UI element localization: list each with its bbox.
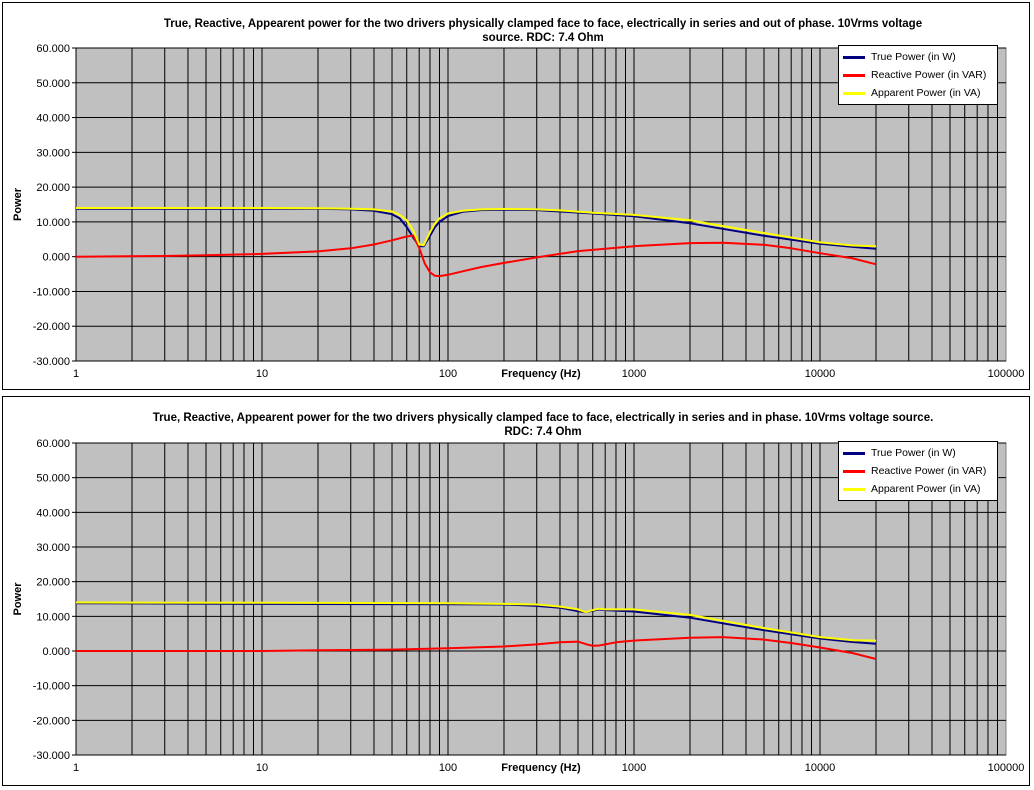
- chart-plot: -30.000 -20.000 -10.000 0.000 10.000 20.000 30…: [12, 438, 1025, 774]
- x-tick-label: 100000: [988, 368, 1025, 380]
- legend-label: Apparent Power (in VA): [871, 87, 981, 99]
- legend-item-true-power: True Power (in W): [843, 444, 993, 462]
- legend-item-reactive-power: Reactive Power (in VAR): [843, 66, 993, 84]
- y-tick-label: 60.000: [36, 43, 70, 55]
- true-power-line: [76, 207, 877, 250]
- y-tick-label: 0.000: [42, 646, 70, 658]
- chart-title-line-1: True, Reactive, Appearent power for the …: [152, 412, 934, 424]
- legend-item-reactive-power: Reactive Power (in VAR): [843, 462, 993, 480]
- legend-label: True Power (in W): [871, 447, 956, 459]
- x-tick-label: 1000: [622, 762, 646, 774]
- legend-label: Reactive Power (in VAR): [871, 465, 987, 477]
- y-tick-label: -30.000: [33, 750, 70, 762]
- x-axis-label: Frequency (Hz): [501, 762, 581, 774]
- legend-item-true-power: True Power (in W): [843, 48, 993, 66]
- y-tick-label: -20.000: [33, 321, 70, 333]
- chart-panel-out-of-phase: True, Reactive, Appearent power for the …: [2, 2, 1030, 390]
- legend-swatch-true: [843, 451, 865, 455]
- x-axis-label: Frequency (Hz): [501, 368, 581, 380]
- legend-label: True Power (in W): [871, 51, 956, 63]
- legend-item-apparent-power: Apparent Power (in VA): [843, 84, 993, 102]
- y-tick-label: -30.000: [33, 356, 70, 368]
- x-tick-label: 1: [73, 762, 79, 774]
- y-tick-label: 0.000: [42, 252, 70, 264]
- chart-title-line-2: source. RDC: 7.4 Ohm: [482, 32, 604, 44]
- y-tick-label: 50.000: [36, 78, 70, 90]
- y-tick-label: 20.000: [36, 182, 70, 194]
- chart-title: True, Reactive, Appearent power for the …: [73, 17, 1013, 45]
- legend-swatch-apparent: [843, 91, 865, 95]
- reactive-power-line: [75, 234, 877, 278]
- apparent-power-line: [75, 601, 877, 642]
- x-tick-label: 10000: [805, 762, 836, 774]
- legend-item-apparent-power: Apparent Power (in VA): [843, 480, 993, 498]
- chart-title: True, Reactive, Appearent power for the …: [73, 411, 1013, 439]
- y-tick-label: 40.000: [36, 113, 70, 125]
- x-tick-label: 1: [73, 368, 79, 380]
- x-tick-label: 100: [439, 368, 457, 380]
- y-tick-label: 40.000: [36, 507, 70, 519]
- legend-swatch-reactive: [843, 469, 865, 473]
- legend-swatch-apparent: [843, 487, 865, 491]
- y-tick-label: 60.000: [36, 438, 70, 450]
- y-tick-label: -20.000: [33, 715, 70, 727]
- legend-label: Apparent Power (in VA): [871, 483, 981, 495]
- x-tick-label: 10: [256, 368, 268, 380]
- chart-title-line-1: True, Reactive, Appearent power for the …: [163, 18, 923, 30]
- y-axis-label: Power: [12, 582, 24, 616]
- y-tick-label: 30.000: [36, 542, 70, 554]
- y-tick-label: 20.000: [36, 577, 70, 589]
- y-tick-label: 30.000: [36, 147, 70, 159]
- chart-legend: True Power (in W) Reactive Power (in VAR…: [838, 45, 998, 105]
- chart-title-line-2: RDC: 7.4 Ohm: [504, 426, 582, 438]
- legend-swatch-reactive: [843, 73, 865, 77]
- x-tick-label: 10000: [805, 368, 836, 380]
- legend-label: Reactive Power (in VAR): [871, 69, 987, 81]
- legend-swatch-true: [843, 55, 865, 59]
- reactive-power-line: [76, 636, 877, 660]
- y-tick-label: 50.000: [36, 473, 70, 485]
- chart-legend: True Power (in W) Reactive Power (in VAR…: [838, 441, 998, 501]
- chart-panel-in-phase: True, Reactive, Appearent power for the …: [2, 396, 1030, 786]
- apparent-power-line: [76, 207, 877, 248]
- x-tick-label: 100: [439, 762, 457, 774]
- y-tick-label: 10.000: [36, 611, 70, 623]
- x-tick-label: 10: [256, 762, 268, 774]
- x-tick-label: 1000: [622, 368, 646, 380]
- y-tick-label: -10.000: [33, 681, 70, 693]
- y-axis-label: Power: [12, 187, 24, 221]
- y-tick-label: 10.000: [36, 217, 70, 229]
- x-tick-label: 100000: [988, 762, 1025, 774]
- y-tick-label: -10.000: [33, 286, 70, 298]
